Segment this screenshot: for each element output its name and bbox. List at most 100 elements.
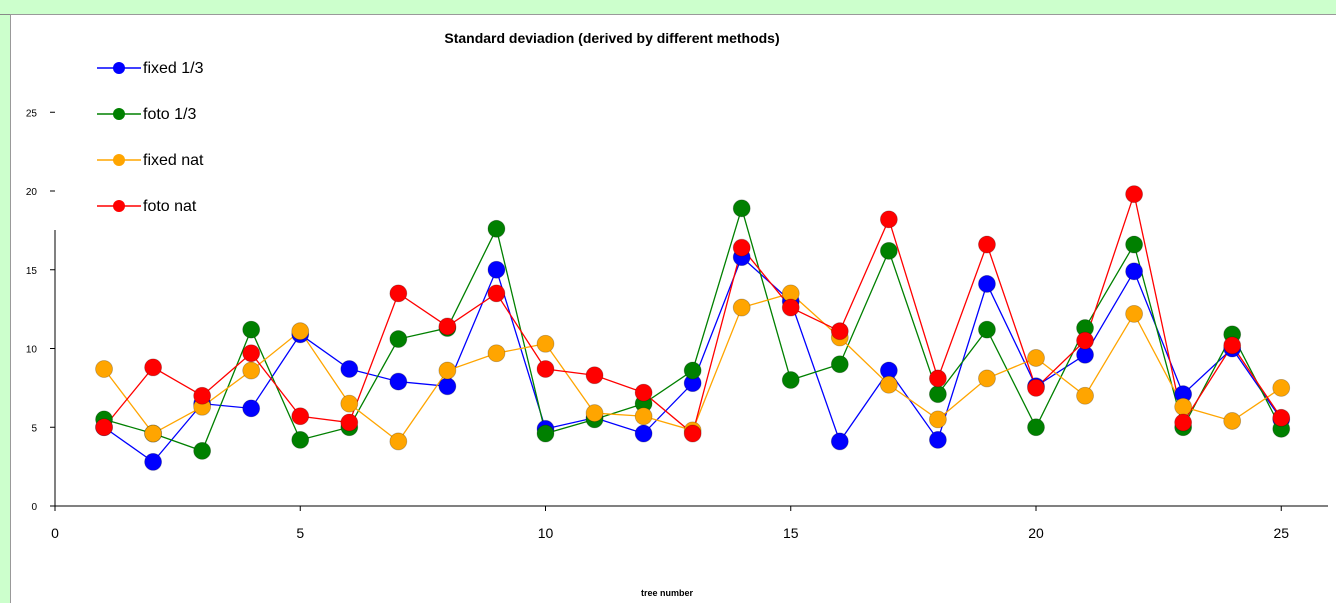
data-point-series-3 [929,410,947,429]
data-point-series-1 [487,260,506,279]
data-point-series-1 [830,432,849,451]
data-point-series-2 [830,355,849,374]
x-tick-label: 25 [1273,525,1289,541]
data-point-series-4 [438,317,457,336]
data-point-series-4 [1174,413,1193,432]
data-point-series-4 [1076,331,1094,350]
data-point-series-3 [634,407,653,426]
data-point-series-4 [536,360,555,378]
data-point-series-3 [144,424,163,443]
x-axis-label: tree number [641,588,694,598]
chart-frame [10,14,1336,603]
data-point-series-1 [340,360,359,378]
data-point-series-3 [879,375,898,394]
series-points [95,185,1291,471]
y-tick-label: 10 [26,345,38,356]
y-tick-label: 5 [31,423,37,434]
legend-label: fixed nat [143,152,204,169]
data-point-series-3 [585,404,604,422]
y-tick-label: 20 [26,187,38,198]
data-point-series-3 [1125,304,1143,323]
data-point-series-3 [1076,386,1094,405]
legend-marker [113,154,125,166]
data-point-series-4 [978,235,996,254]
data-point-series-3 [1223,412,1242,430]
data-point-series-2 [1125,235,1143,254]
data-point-series-3 [291,322,310,341]
data-point-series-4 [634,383,653,402]
data-point-series-4 [487,284,506,303]
legend-label: foto nat [143,198,197,215]
chart-legend: fixed 1/3 foto 1/3 fixed nat foto nat [97,60,204,215]
y-tick-label: 0 [31,502,37,513]
x-tick-label: 10 [538,525,554,541]
data-point-series-3 [340,394,359,413]
x-tick-label: 15 [783,525,799,541]
data-point-series-4 [242,344,261,363]
data-point-series-2 [732,199,751,218]
data-point-series-4 [879,210,898,229]
data-point-series-4 [1223,336,1242,355]
legend-marker [113,62,125,74]
x-tick-label: 5 [296,525,304,541]
legend-marker [113,200,125,212]
data-point-series-2 [879,241,898,260]
data-point-series-3 [438,361,457,380]
data-point-series-3 [242,361,261,380]
data-point-series-3 [487,344,506,363]
data-point-series-3 [1027,349,1045,367]
data-point-series-4 [781,298,800,317]
data-point-series-4 [732,238,751,257]
data-point-series-3 [1272,378,1291,397]
data-point-series-1 [1125,262,1143,281]
data-point-series-2 [193,441,212,460]
data-point-series-2 [781,371,800,389]
data-point-series-4 [291,407,310,426]
data-point-series-3 [389,432,408,451]
data-point-series-2 [683,361,702,380]
data-point-series-4 [1125,185,1143,204]
y-tick-label: 25 [26,108,38,119]
data-point-series-1 [438,377,457,396]
series-line-2 [103,206,1282,452]
data-point-series-2 [536,424,555,443]
data-point-series-2 [487,219,506,238]
data-point-series-3 [978,369,996,388]
x-tick-label: 0 [51,525,59,541]
legend-label: foto 1/3 [143,106,196,123]
data-point-series-4 [389,284,408,303]
data-point-series-2 [242,320,261,339]
data-point-series-1 [144,452,163,471]
data-point-series-2 [291,430,310,449]
data-point-series-3 [95,360,113,378]
data-point-series-1 [242,399,261,418]
data-point-series-2 [929,385,947,404]
data-point-series-2 [1027,418,1045,437]
data-point-series-4 [95,418,113,437]
chart-axes: 0 5 10 15 20 25 0 5 10 15 20 25 [26,108,1328,541]
data-point-series-4 [585,366,604,385]
data-point-series-4 [929,369,947,388]
data-point-series-4 [1027,378,1045,397]
data-point-series-3 [1174,397,1193,416]
legend-marker [113,108,125,120]
legend-label: fixed 1/3 [143,60,204,77]
data-point-series-1 [634,424,653,443]
data-point-series-4 [144,358,163,377]
chart-title: Standard deviadion (derived by different… [444,30,779,46]
data-point-series-2 [389,330,408,348]
series-line-4 [103,191,1282,435]
data-point-series-4 [830,322,849,341]
x-tick-label: 20 [1028,525,1044,541]
y-tick-label: 15 [26,266,38,277]
data-point-series-2 [978,320,996,339]
data-point-series-1 [389,372,408,391]
data-point-series-1 [978,275,996,293]
data-point-series-4 [1272,408,1291,427]
data-point-series-4 [193,386,212,405]
data-point-series-1 [929,430,947,449]
data-point-series-4 [340,413,359,432]
data-point-series-4 [683,424,702,443]
data-point-series-3 [732,298,751,317]
